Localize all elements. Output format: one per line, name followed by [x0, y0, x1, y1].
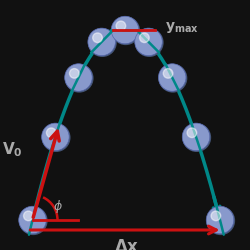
Text: $\mathbf{V_0}$: $\mathbf{V_0}$	[2, 141, 23, 159]
Circle shape	[20, 207, 47, 234]
Circle shape	[159, 64, 186, 92]
Circle shape	[65, 64, 93, 92]
Circle shape	[93, 33, 102, 42]
Circle shape	[206, 206, 234, 234]
Circle shape	[112, 17, 140, 44]
Circle shape	[140, 33, 149, 42]
Circle shape	[46, 128, 56, 138]
Circle shape	[24, 211, 33, 221]
Circle shape	[187, 128, 197, 138]
Circle shape	[42, 123, 69, 150]
Circle shape	[19, 206, 46, 234]
Circle shape	[158, 64, 186, 91]
Circle shape	[88, 28, 116, 56]
Circle shape	[207, 207, 234, 234]
Circle shape	[163, 68, 173, 78]
Circle shape	[88, 29, 116, 56]
Circle shape	[70, 68, 79, 78]
Text: $\mathbf{\Delta x}$: $\mathbf{\Delta x}$	[114, 238, 139, 250]
Circle shape	[182, 123, 210, 150]
Circle shape	[136, 29, 163, 56]
Circle shape	[111, 16, 139, 44]
Text: $\phi$: $\phi$	[52, 198, 62, 215]
Circle shape	[42, 124, 70, 151]
Circle shape	[211, 211, 221, 221]
Circle shape	[116, 21, 126, 31]
Circle shape	[135, 28, 162, 56]
Text: $\mathbf{y_{max}}$: $\mathbf{y_{max}}$	[165, 20, 199, 35]
Circle shape	[65, 64, 92, 91]
Circle shape	[183, 124, 210, 151]
